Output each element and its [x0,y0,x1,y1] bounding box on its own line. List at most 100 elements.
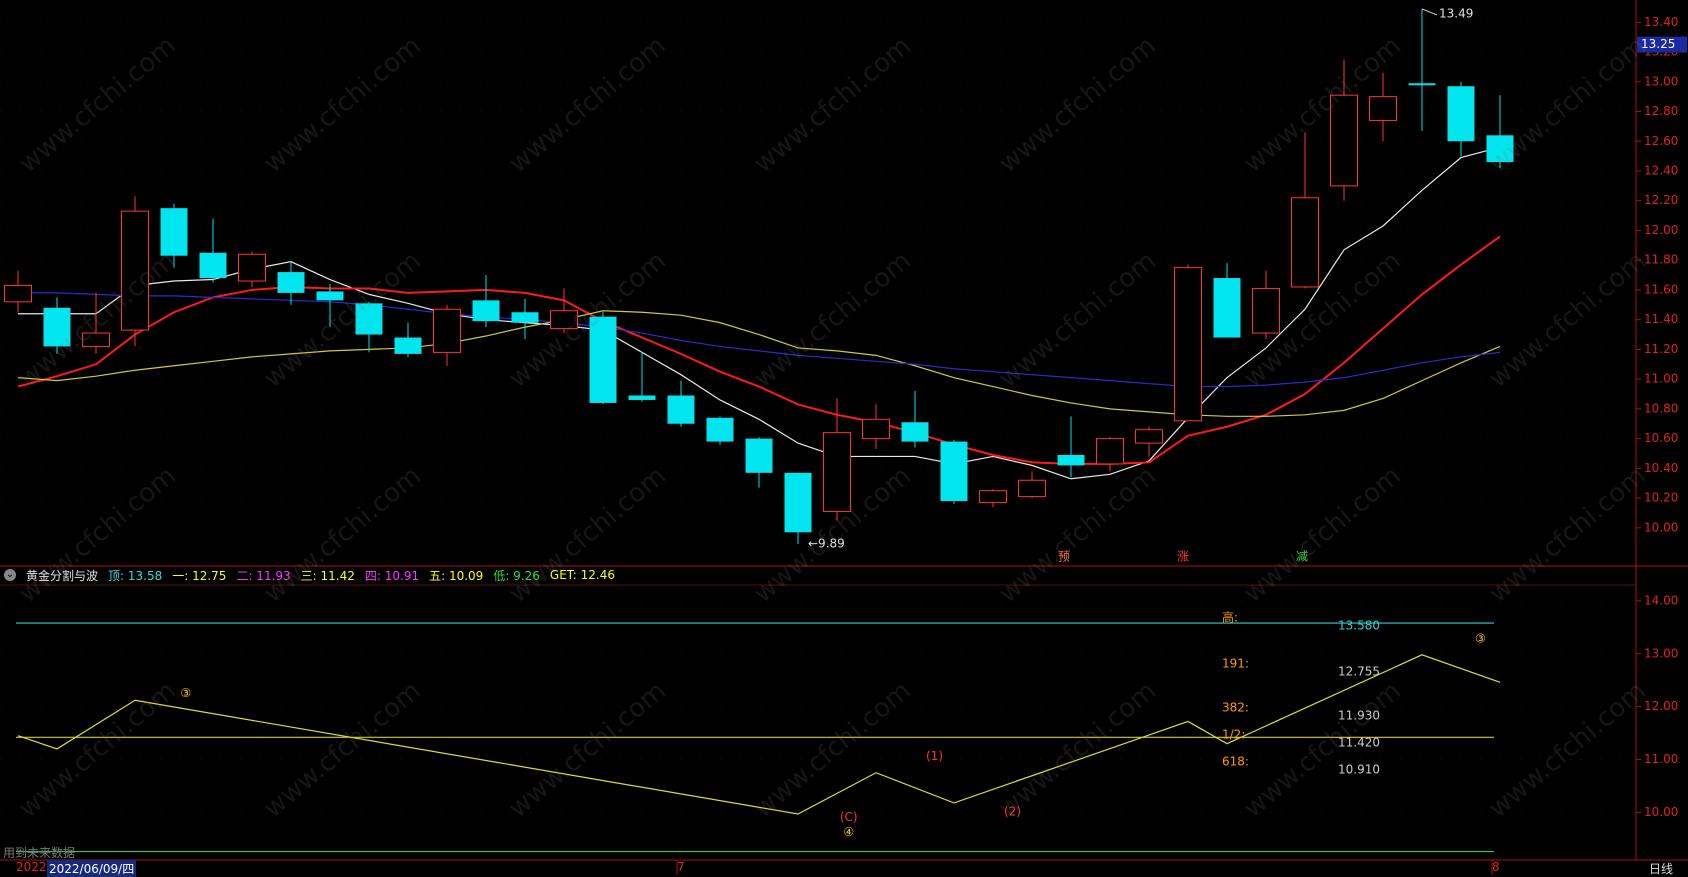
indicator-legend: ⌄ 黄金分割与波 顶: 13.58 一: 12.75 二: 11.93 三: 11.4… [4,566,615,584]
candle-body [160,208,188,256]
candle-body [394,337,422,354]
candle-body [4,284,32,303]
indicator-legend-item: 四: 10.91 [364,568,420,583]
candle-body [589,316,617,403]
candle-body [1447,86,1475,142]
fib-label: 高: [1222,610,1238,625]
chevron-down-icon[interactable]: ⌄ [4,569,16,581]
candle-body [82,332,110,347]
y-tick-label: 11.20 [1644,342,1678,356]
candle-body [1369,96,1397,121]
candle-body [1252,287,1280,334]
candle-body [823,432,851,512]
cursor-date: 2022/06/09/四 [47,860,137,877]
date-axis: 2022 2022/06/09/四 7 8 日线 [0,860,1688,877]
wave-label: (2) [1004,804,1021,818]
wave-label: (1) [926,749,943,763]
indicator-legend-item: 一: 12.75 [172,568,227,583]
y-tick-label: 10.40 [1644,461,1678,475]
candle-body [940,441,968,502]
y-tick-label: 10.20 [1644,491,1678,505]
y-tick-label: 11.80 [1644,253,1678,267]
wave-label: ③ [1475,631,1486,645]
candle-body [1135,429,1163,444]
moving-average-line [18,292,1501,388]
y-tick-label: 10.80 [1644,401,1678,415]
month-mark-aug: 8 [1492,860,1500,874]
candle-body [550,310,578,330]
candle-body [238,253,266,282]
candle-body [472,300,500,322]
moving-average-line [17,235,1501,465]
y-tick-label: 13.00 [1644,74,1678,88]
y-tick-label: 13.40 [1644,15,1678,29]
candle-body [1057,454,1085,466]
wave-label: ④ [843,825,854,839]
y-tick-label: 10.60 [1644,431,1678,445]
candle-body [979,490,1007,504]
high-price-label: 13.49 [1439,6,1473,20]
year-label: 2022 [16,860,47,874]
y-tick-label: 12.00 [1644,223,1678,237]
fib-value: 12.755 [1338,665,1380,679]
candle-body [511,312,539,323]
indicator-legend-item: 顶: 13.58 [108,568,163,583]
candle-body [1213,278,1241,338]
wave-label: ③ [180,686,191,700]
candle-body [1486,135,1514,163]
y-tick-label: 11.00 [1644,372,1678,386]
signal-marker: 预 [1058,550,1070,564]
signal-marker: 涨 [1177,549,1189,564]
candle-body [1291,197,1319,288]
sub-y-tick-label: 11.00 [1644,752,1678,766]
sub-y-tick-label: 14.00 [1644,593,1678,607]
current-price-label: 13.25 [1641,37,1675,51]
fib-label: 382: [1222,701,1249,715]
indicator-legend-item: GET: 12.46 [549,568,616,582]
candle-body [745,438,773,473]
indicator-legend-item: 五: 10.09 [429,568,484,583]
fib-label: 618: [1222,755,1249,769]
y-tick-label: 12.80 [1644,104,1678,118]
candle-body [121,210,149,331]
sub-y-tick-label: 12.00 [1644,699,1678,713]
month-mark-jul: 7 [677,860,685,874]
candle-body [784,472,812,533]
fib-value: 13.580 [1338,619,1380,633]
wave-line [17,654,1501,815]
signal-marker: 减 [1296,550,1308,564]
y-tick-label: 11.60 [1644,282,1678,296]
fib-label: 1/2: [1222,728,1245,742]
wave-label: (C) [840,810,858,824]
y-tick-label: 12.40 [1644,163,1678,177]
high-marker-line [1421,8,1438,16]
candle-body [628,395,656,400]
sub-y-tick-label: 10.00 [1644,805,1678,819]
candle-body [1174,267,1202,422]
period-label[interactable]: 日线 [1649,862,1674,876]
candle-body [43,307,71,347]
low-price-label: ←9.89 [808,537,845,551]
candle-body [277,272,305,293]
y-tick-label: 12.20 [1644,193,1678,207]
y-tick-label: 11.40 [1644,312,1678,326]
fib-label: 191: [1222,657,1249,671]
candle-body [901,422,929,442]
indicator-legend-item: 三: 11.42 [300,568,355,583]
candle-body [1330,94,1358,187]
candle-body [862,418,890,440]
indicator-title: 黄金分割与波 [26,568,99,583]
fib-value: 10.910 [1338,763,1380,777]
sub-y-tick-label: 13.00 [1644,646,1678,660]
candle-body [355,303,383,335]
indicator-legend-item: 低: 9.26 [493,568,540,583]
candle-body [316,291,344,301]
indicator-legend-item: 二: 11.93 [236,568,291,583]
candle-body [667,395,695,424]
fib-value: 11.930 [1338,709,1380,723]
candle-body [433,308,461,353]
current-price-tag [1637,36,1687,53]
candle-body [199,252,227,279]
future-data-note: 用到未来数据 [3,846,76,860]
